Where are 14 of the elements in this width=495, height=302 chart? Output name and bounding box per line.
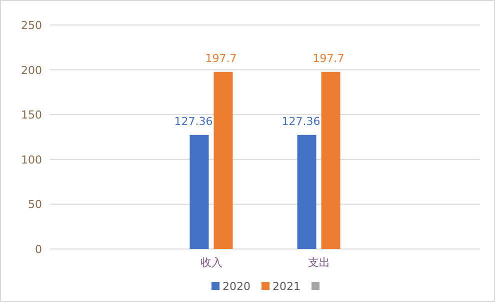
y-tick-label: 0 [35,243,42,256]
legend-label: 2020 [222,280,250,293]
y-tick-label: 100 [21,153,42,166]
legend-label: 2021 [272,280,300,293]
y-tick-label: 250 [21,19,42,32]
data-label: 127.36 [282,114,320,128]
data-label: 127.36 [174,114,213,128]
y-tick-label: 200 [21,64,42,77]
x-tick-label: 收入 [200,256,222,269]
y-tick-label: 50 [28,198,42,212]
data-label: 197.7 [205,52,237,65]
x-tick-label: 支出 [308,256,330,269]
y-tick-label: 150 [21,108,42,122]
data-label: 197.7 [312,52,344,65]
